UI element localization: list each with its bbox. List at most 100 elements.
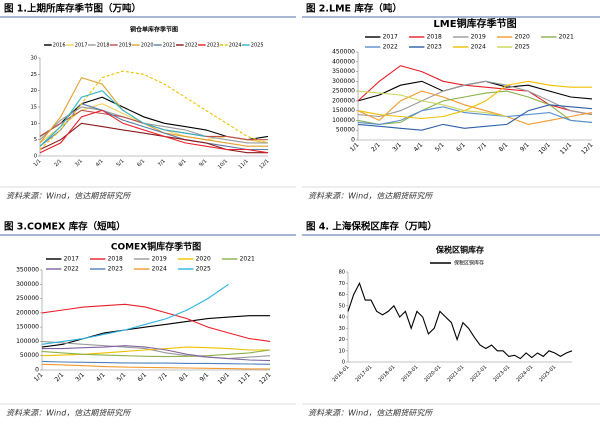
legend-label: 2018 [97, 43, 110, 49]
legend-label: 2023 [108, 266, 123, 273]
legend-label: 2022 [185, 43, 198, 49]
x-tick-label: 9/1 [198, 158, 208, 168]
legend-label: 2022 [64, 266, 79, 273]
x-tick-label: 7/1 [157, 158, 167, 168]
series-line [41, 360, 271, 365]
x-tick-label: 5/1 [116, 371, 128, 383]
x-tick-label: 6/1 [455, 141, 467, 153]
x-tick-label: 8/1 [178, 371, 190, 383]
y-tick-label: 100000 [16, 338, 39, 345]
legend-label: 2021 [559, 34, 574, 41]
y-tick-label: 0 [35, 367, 39, 374]
legend-label: 2019 [152, 256, 167, 263]
series-line [39, 70, 269, 150]
x-tick-label: 8/1 [498, 141, 510, 153]
x-tick-label: 7/1 [157, 371, 169, 383]
y-tick-label: 50 [339, 303, 345, 309]
series-line [357, 106, 593, 125]
legend-label: 2020 [196, 256, 211, 263]
x-tick-label: 5/1 [115, 158, 125, 168]
series-line [357, 80, 592, 120]
series-line [39, 109, 269, 154]
y-tick-label: 0 [351, 137, 355, 144]
legend-label: 2017 [383, 34, 398, 41]
legend-label: 2022 [383, 44, 398, 51]
x-tick-label: 9/1 [519, 141, 531, 153]
y-tick-label: 0 [34, 154, 37, 160]
legend-label: 2019 [471, 34, 486, 41]
caption: 图 4. 上海保税区库存（万吨） [306, 221, 437, 233]
caption: 图 1.上期所库存季节图（万吨） [4, 3, 141, 15]
series-line [42, 345, 271, 362]
series-line [41, 349, 271, 358]
x-tick-label: 2/1 [53, 158, 63, 168]
y-tick-label: 30 [339, 326, 345, 332]
y-tick-label: 70 [339, 281, 345, 287]
y-tick-label: 50000 [20, 352, 39, 359]
x-tick-label: 4/1 [413, 141, 425, 153]
series-line [357, 90, 593, 125]
legend-label: 2021 [240, 256, 255, 263]
legend-label: 2023 [207, 43, 220, 49]
x-tick-label: 2/1 [370, 141, 382, 153]
y-tick-label: 400000 [332, 58, 355, 65]
source: 资料来源：Wind，信达期货研究所 [6, 409, 132, 418]
x-tick-label: 4/1 [95, 371, 107, 383]
series-line [357, 90, 593, 125]
y-tick-label: 200000 [332, 97, 355, 104]
legend-label: 保税区铜库存 [454, 260, 484, 267]
x-tick-label: 3/1 [391, 141, 403, 153]
source: 资料来源：Wind，信达期货研究所 [308, 192, 434, 201]
y-tick-label: 30 [31, 56, 37, 62]
chart-title: LME铜库存季节图 [433, 17, 516, 30]
legend-label: 2020 [515, 34, 530, 41]
x-tick-label: 7/1 [476, 141, 488, 153]
series-line [347, 281, 573, 360]
source: 资料来源：Wind，信达期货研究所 [308, 409, 434, 418]
x-tick-label: 8/1 [178, 158, 188, 168]
x-tick-label: 5/1 [434, 141, 446, 153]
legend-label: 2017 [75, 43, 88, 49]
y-tick-label: 15 [31, 105, 37, 111]
y-tick-label: 150000 [332, 107, 355, 114]
y-tick-label: 5 [34, 137, 37, 143]
legend-label: 2024 [471, 44, 486, 51]
series-line [41, 283, 229, 345]
y-tick-label: 350000 [332, 68, 355, 75]
chart-title: 保税区铜库存 [435, 245, 484, 255]
series-line [41, 363, 270, 370]
legend-label: 2019 [119, 43, 132, 49]
legend-label: 2017 [64, 256, 79, 263]
x-tick-label: 4/1 [95, 158, 105, 168]
legend-label: 2024 [152, 266, 167, 273]
y-tick-label: 150000 [16, 324, 39, 331]
legend-label: 2025 [251, 43, 264, 49]
legend-label: 2018 [427, 34, 442, 41]
x-tick-label: 9/1 [199, 371, 211, 383]
series-line [39, 106, 268, 144]
legend-label: 2018 [108, 256, 123, 263]
source: 资料来源：Wind，信达期货研究所 [6, 192, 132, 201]
x-tick-label: 3/1 [74, 158, 84, 168]
series-line [41, 303, 271, 342]
series-line [39, 90, 206, 147]
legend-label: 2024 [229, 43, 242, 49]
x-tick-label: 2/1 [53, 371, 65, 383]
y-tick-label: 50000 [336, 127, 355, 134]
y-tick-label: 80 [339, 270, 345, 276]
y-tick-label: 40 [339, 315, 345, 321]
legend-label: 2016 [53, 43, 66, 49]
caption: 图 3.COMEX 库存（短吨） [4, 221, 126, 233]
y-tick-label: 200000 [16, 309, 39, 316]
y-tick-label: 250000 [16, 295, 39, 302]
y-tick-label: 250000 [332, 88, 355, 95]
series-line [357, 80, 593, 118]
series-line [357, 65, 593, 116]
y-tick-label: 0 [342, 360, 345, 366]
caption: 图 2.LME 库存（吨） [306, 3, 402, 15]
x-tick-label: 3/1 [74, 371, 86, 383]
series-line [357, 104, 593, 131]
x-tick-label: 6/1 [136, 158, 146, 168]
